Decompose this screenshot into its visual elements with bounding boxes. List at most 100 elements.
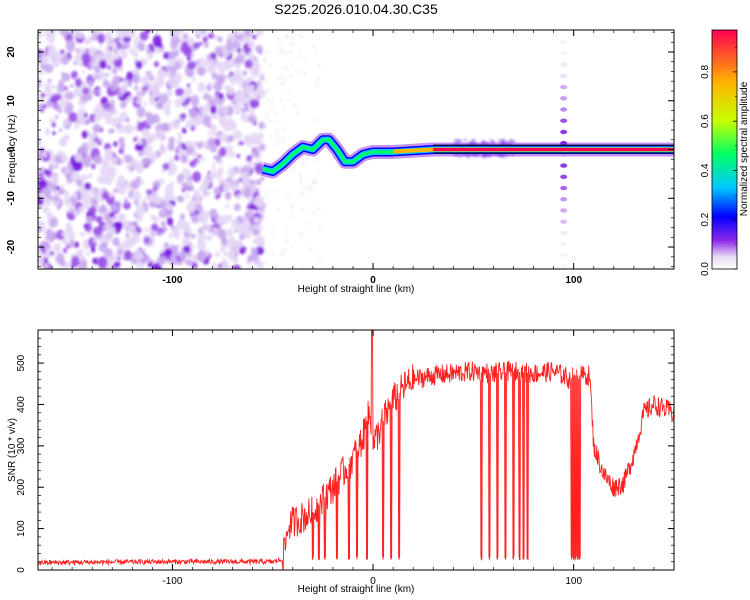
noise-blob	[107, 65, 112, 70]
noise-blob	[87, 231, 92, 236]
noise-speck	[280, 253, 283, 256]
harmonic-blob	[560, 163, 568, 168]
noise-blob	[162, 163, 170, 171]
noise-speck	[297, 70, 300, 73]
snr-y-tick-label: 400	[16, 396, 27, 413]
noise-blob	[158, 209, 168, 219]
noise-blob	[47, 78, 52, 83]
noise-blob	[143, 157, 153, 167]
harmonic-blob	[560, 84, 568, 90]
snr-x-tick-label: 0	[370, 576, 376, 587]
noise-blob	[168, 136, 176, 145]
noise-blob	[74, 241, 80, 248]
noise-blob	[235, 103, 242, 111]
noise-blob	[229, 71, 234, 77]
noise-blob	[112, 263, 117, 269]
noise-blob	[238, 177, 243, 183]
noise-speck	[262, 95, 265, 99]
colorbar-tick-label: 0.4	[700, 163, 711, 177]
noise-blob	[235, 31, 240, 37]
noise-speck	[300, 180, 303, 183]
noise-blob	[145, 139, 149, 145]
noise-blob	[206, 62, 216, 74]
noise-blobs	[38, 30, 515, 269]
noise-blob	[221, 261, 230, 269]
noise-blob	[60, 30, 69, 37]
noise-blob	[41, 150, 48, 158]
noise-blob	[179, 213, 186, 221]
noise-blob	[153, 61, 160, 68]
noise-blob	[177, 148, 184, 156]
noise-blob	[38, 179, 48, 189]
noise-blob	[38, 96, 45, 103]
noise-blob	[202, 115, 212, 127]
noise-blob	[147, 262, 153, 268]
noise-blob	[108, 46, 113, 51]
noise-blob	[155, 101, 163, 110]
noise-blob	[238, 140, 244, 146]
noise-blob	[253, 162, 258, 166]
noise-speck	[308, 188, 312, 192]
noise-blob	[187, 251, 192, 258]
noise-blob	[80, 93, 90, 103]
noise-blob	[258, 121, 265, 130]
spectrogram-y-tick-label: 10	[6, 95, 17, 107]
noise-speck	[286, 68, 289, 71]
noise-blob	[250, 68, 260, 78]
noise-blob	[200, 30, 206, 34]
noise-blob	[147, 50, 154, 60]
noise-blob	[235, 110, 239, 115]
noise-speck	[278, 77, 281, 80]
noise-blob	[52, 195, 59, 202]
noise-blob	[219, 244, 226, 252]
noise-blob	[246, 30, 251, 36]
noise-blob	[227, 60, 235, 68]
noise-blob	[81, 69, 86, 74]
noise-blob	[111, 229, 116, 235]
noise-blob	[88, 47, 92, 52]
colorbar-tick-label: 0.8	[700, 64, 711, 78]
noise-blob	[82, 87, 89, 96]
noise-blob	[62, 248, 68, 254]
noise-blob	[183, 46, 192, 57]
noise-blob	[103, 111, 113, 121]
noise-blob	[44, 188, 52, 198]
noise-blob	[157, 152, 162, 157]
noise-blob	[138, 150, 144, 157]
harmonic-blob	[560, 197, 568, 202]
noise-blob	[100, 178, 106, 184]
noise-blob	[200, 156, 206, 162]
noise-blob	[94, 137, 99, 143]
noise-blob	[44, 263, 49, 269]
noise-blob	[61, 54, 70, 65]
noise-blob	[197, 81, 206, 93]
noise-blob	[123, 51, 128, 56]
noise-blob	[105, 37, 112, 45]
noise-blob	[64, 190, 70, 197]
noise-blob	[105, 148, 114, 160]
noise-blob	[50, 173, 59, 183]
noise-blob	[214, 46, 223, 57]
figure-title: S225.2026.010.04.30.C35	[274, 1, 438, 17]
noise-blob	[99, 59, 107, 69]
noise-blob	[139, 31, 149, 41]
noise-blob	[168, 213, 174, 218]
noise-blob	[180, 113, 187, 119]
noise-blob	[48, 164, 54, 171]
noise-blob	[58, 128, 63, 133]
noise-blob	[91, 163, 96, 170]
noise-blob	[50, 157, 56, 165]
noise-blob	[233, 203, 241, 212]
noise-blob	[42, 245, 46, 251]
noise-speck	[282, 67, 286, 70]
noise-speck	[289, 51, 292, 54]
noise-blob	[191, 214, 199, 224]
noise-blob	[212, 262, 216, 266]
noise-speck	[315, 51, 318, 54]
noise-blob	[168, 232, 174, 239]
noise-blob	[251, 247, 258, 256]
noise-blob	[63, 261, 71, 269]
noise-blob	[113, 141, 118, 147]
noise-blob	[181, 237, 191, 246]
noise-blob	[89, 216, 94, 222]
